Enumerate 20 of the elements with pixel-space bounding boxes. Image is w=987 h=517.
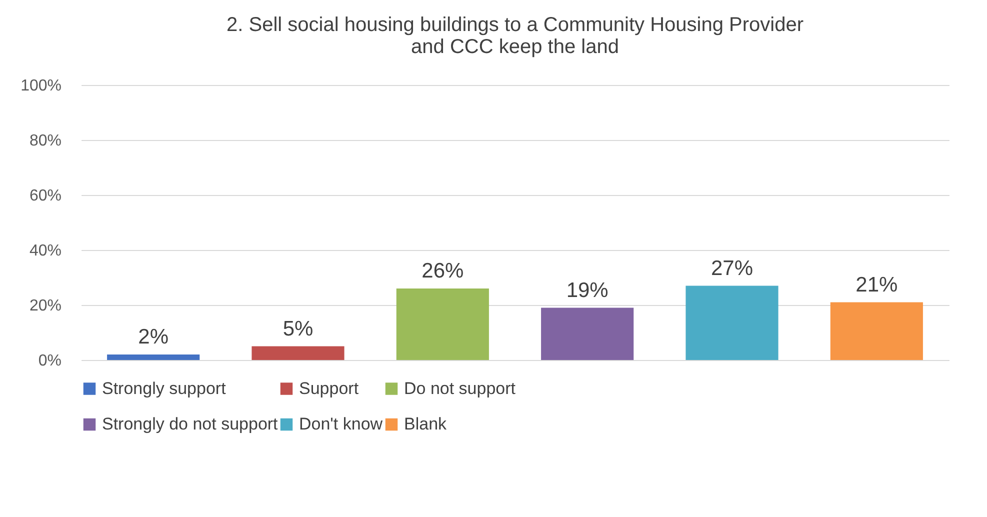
y-tick-label: 60% — [29, 188, 62, 204]
y-tick-label: 80% — [29, 132, 62, 150]
legend-label: Strongly support — [102, 378, 226, 398]
text: and CCC keep the land — [411, 36, 619, 58]
y-tick-label: 40% — [29, 242, 62, 260]
legend-label: Support — [299, 378, 359, 398]
y-tick-label: 0% — [38, 352, 62, 370]
data-label: 19% — [566, 278, 608, 302]
legend-label: Do not support — [404, 378, 516, 398]
y-tick-label: 20% — [29, 298, 62, 314]
legend-label: Strongly do not support — [102, 414, 278, 434]
y-tick-label: 100% — [20, 78, 62, 94]
legend-label: Don't know — [299, 414, 384, 434]
data-label: 5% — [282, 317, 314, 340]
legend-label: Blank — [404, 414, 448, 434]
data-label: 21% — [856, 273, 898, 296]
data-label: 27% — [710, 256, 754, 280]
data-label: 2% — [138, 326, 169, 348]
data-label: 26% — [422, 260, 464, 282]
text: 2. Sell social housing buildings to a Community Housing Provider — [226, 14, 804, 36]
